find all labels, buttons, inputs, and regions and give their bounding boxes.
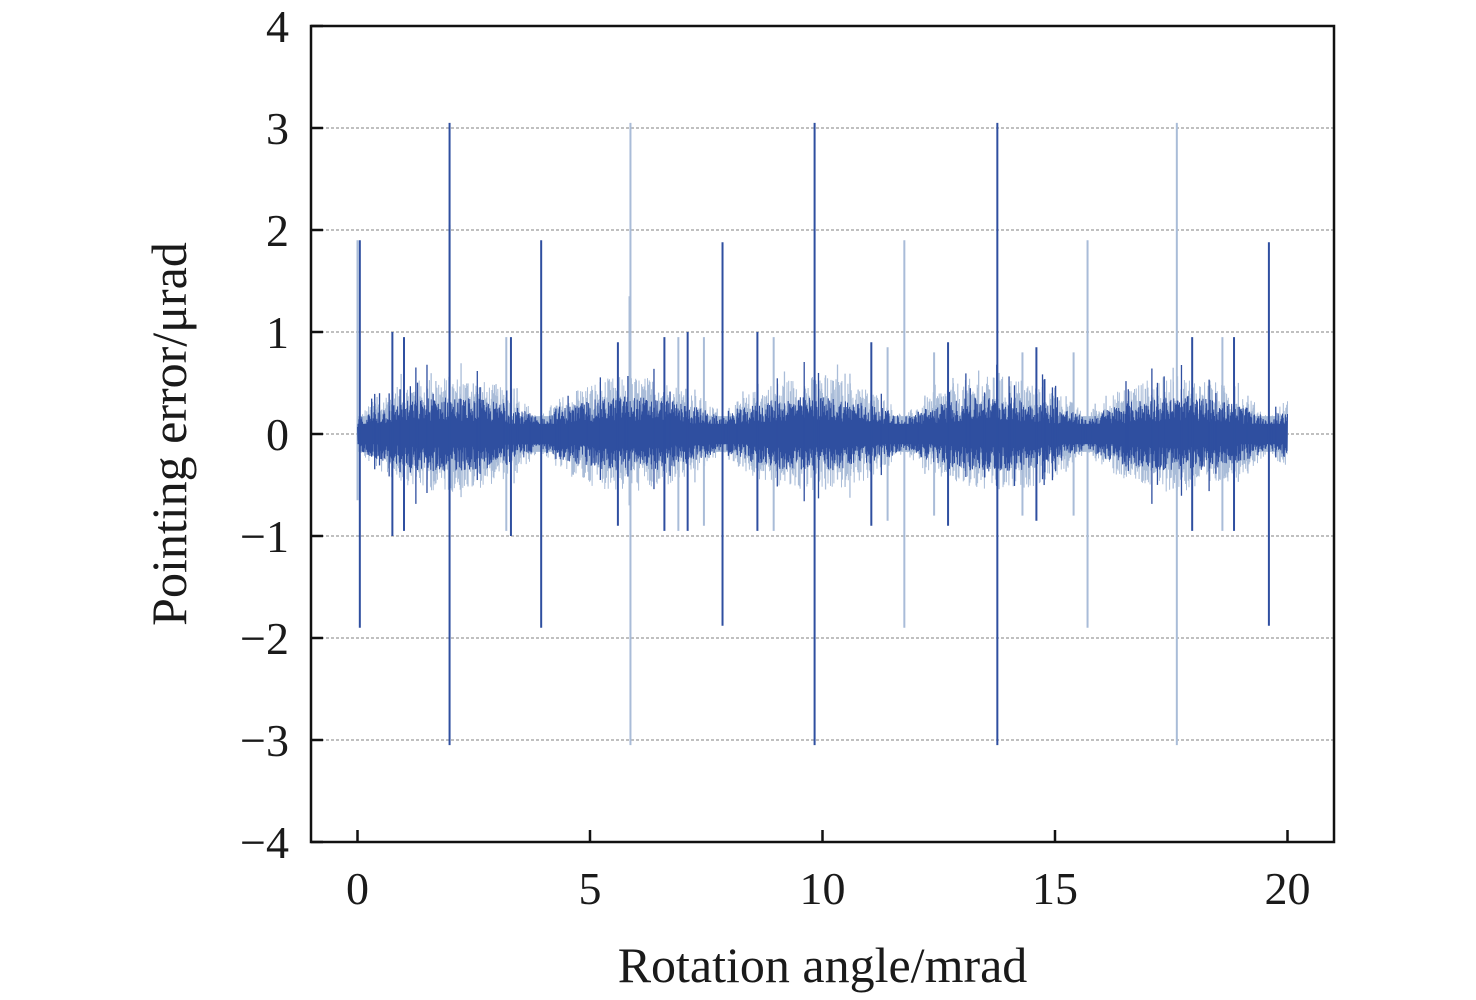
x-tick-label: 5 bbox=[579, 863, 602, 914]
y-tick-label: 2 bbox=[266, 205, 289, 256]
x-tick-label: 15 bbox=[1032, 863, 1078, 914]
y-tick-label: 1 bbox=[266, 307, 289, 358]
y-tick-label: −4 bbox=[240, 817, 289, 868]
x-tick-label: 10 bbox=[800, 863, 846, 914]
y-tick-label: −3 bbox=[240, 715, 289, 766]
x-tick-label: 0 bbox=[346, 863, 369, 914]
y-tick-label: 0 bbox=[266, 409, 289, 460]
y-tick-label: −1 bbox=[240, 511, 289, 562]
series-dark bbox=[357, 122, 1288, 746]
y-tick-labels: −4 −3 −2 −1 0 1 2 3 4 bbox=[240, 1, 289, 868]
x-tick-label: 20 bbox=[1265, 863, 1311, 914]
x-tick-labels: 0 5 10 15 20 bbox=[346, 863, 1311, 914]
y-tick-label: −2 bbox=[240, 613, 289, 664]
axis-ticks bbox=[311, 24, 1289, 844]
y-axis-label: Pointing error/μrad bbox=[141, 242, 197, 626]
series-noise bbox=[357, 396, 1288, 472]
x-axis-label: Rotation angle/mrad bbox=[618, 937, 1028, 993]
y-tick-label: 3 bbox=[266, 103, 289, 154]
y-tick-label: 4 bbox=[266, 1, 289, 52]
